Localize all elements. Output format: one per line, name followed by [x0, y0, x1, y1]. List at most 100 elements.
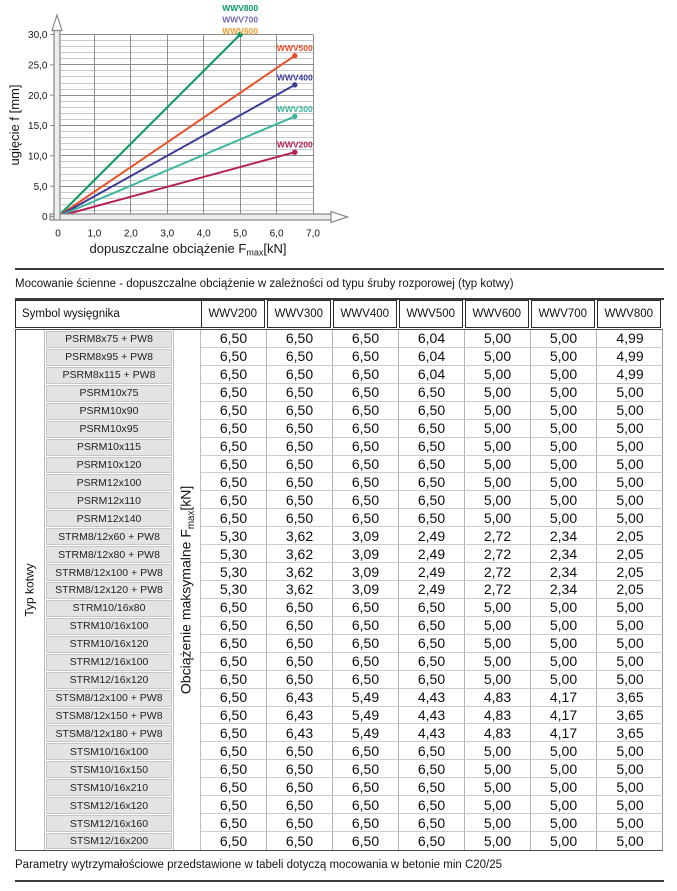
- row-label-STSM12/16x160: STSM12/16x160: [46, 815, 172, 833]
- value-cell: 5,00: [465, 491, 531, 510]
- value-cell: 5,00: [531, 796, 597, 815]
- value-cell: 5,00: [465, 509, 531, 528]
- value-cell: 2,34: [531, 527, 597, 546]
- value-cell: 6,50: [201, 652, 267, 671]
- value-cell: 5,00: [597, 653, 663, 671]
- value-cell: 2,05: [597, 545, 663, 564]
- value-cell: 6,50: [333, 491, 399, 510]
- table-header-WWV300: WWV300: [267, 300, 331, 328]
- value-cell: 5,00: [465, 330, 531, 348]
- value-cell: 5,00: [531, 365, 597, 384]
- series-line-WWV400: [57, 83, 296, 218]
- y-tick-label: 0: [42, 212, 48, 223]
- value-cell: 5,00: [597, 473, 663, 492]
- value-cell: 6,50: [399, 491, 465, 510]
- value-cell: 6,43: [267, 724, 333, 743]
- value-cell: 2,34: [531, 563, 597, 582]
- row-label-STRM8/12x120 + PW8: STRM8/12x120 + PW8: [46, 582, 172, 599]
- value-cell: 5,00: [597, 384, 663, 402]
- value-cell: 6,50: [399, 796, 465, 815]
- value-cell: 5,30: [201, 527, 267, 546]
- value-cell: 5,00: [531, 473, 597, 492]
- value-cell: 6,50: [399, 670, 465, 689]
- x-tick-label: 5,0: [233, 229, 247, 240]
- value-cell: 6,50: [399, 616, 465, 635]
- value-cell: 6,50: [267, 760, 333, 779]
- value-cell: 6,50: [267, 670, 333, 689]
- value-cell: 6,50: [333, 347, 399, 366]
- value-cell: 6,50: [267, 347, 333, 366]
- row-label-STRM12/16x120: STRM12/16x120: [46, 671, 172, 689]
- y-tick-label: 5,0: [34, 182, 48, 193]
- value-cell: 6,50: [267, 437, 333, 456]
- value-cell: 5,30: [201, 563, 267, 582]
- series-endpoint-WWV200: [292, 149, 298, 155]
- divider-mid: [15, 298, 664, 300]
- row-group-label-cell: Typ kotwy: [16, 330, 45, 850]
- x-tick-label: 4,0: [197, 229, 211, 240]
- series-endpoint-WWV800: [237, 31, 243, 38]
- row-label-STRM8/12x100 + PW8: STRM8/12x100 + PW8: [46, 564, 172, 582]
- x-axis-title-unit: [kN]: [263, 241, 286, 256]
- row-label-STRM8/12x80 + PW8: STRM8/12x80 + PW8: [46, 546, 172, 564]
- value-cell: 6,50: [333, 796, 399, 815]
- value-cell: 6,50: [267, 419, 333, 438]
- value-cell: 6,50: [201, 330, 267, 348]
- value-cell: 6,50: [201, 616, 267, 635]
- series-label-WWV300: WWV300: [277, 104, 313, 114]
- value-cell: 5,49: [333, 724, 399, 743]
- anchor-load-table: Typ kotwy Obciążenie maksymalne Fmax[kN] P…: [15, 329, 663, 851]
- value-cell: 3,62: [267, 563, 333, 582]
- value-cell: 3,65: [597, 724, 663, 743]
- value-cell: 6,50: [201, 742, 267, 761]
- value-cell: 6,50: [201, 670, 267, 689]
- deflection-chart: WWV500 WWV400 WWV300 WWV200 WWV800 WWV700 WWV6…: [0, 0, 677, 268]
- value-cell: 5,00: [597, 599, 663, 617]
- value-cell: 4,99: [597, 366, 663, 384]
- value-cell: 5,00: [465, 473, 531, 492]
- value-cell: 3,09: [333, 563, 399, 582]
- value-cell: 6,50: [201, 688, 267, 707]
- value-cell: 2,49: [399, 545, 465, 564]
- series-label-WWV400: WWV400: [277, 72, 313, 82]
- values-axis-label-cell: Obciążenie maksymalne Fmax[kN]: [173, 330, 201, 850]
- value-cell: 5,00: [531, 634, 597, 653]
- value-cell: 4,43: [399, 688, 465, 707]
- value-cell: 5,00: [531, 419, 597, 438]
- value-cell: 4,17: [531, 706, 597, 725]
- value-cell: 4,17: [531, 688, 597, 707]
- value-cell: 6,50: [399, 634, 465, 653]
- value-cell: 6,50: [267, 598, 333, 617]
- row-label-PSRM10x75: PSRM10x75: [46, 384, 172, 402]
- value-cell: 5,00: [597, 760, 663, 779]
- value-cell: 6,50: [201, 778, 267, 797]
- value-cell: 6,50: [201, 724, 267, 743]
- value-cell: 6,50: [333, 330, 399, 348]
- value-cell: 5,00: [597, 420, 663, 438]
- row-label-STSM8/12x150 + PW8: STSM8/12x150 + PW8: [46, 707, 172, 725]
- value-cell: 5,00: [465, 832, 531, 850]
- value-cell: 6,50: [333, 401, 399, 420]
- value-cell: 5,00: [531, 670, 597, 689]
- value-cell: 6,50: [267, 365, 333, 384]
- value-cell: 6,50: [333, 598, 399, 617]
- value-cell: 6,50: [399, 652, 465, 671]
- value-cell: 5,00: [531, 616, 597, 635]
- row-label-PSRM12x140: PSRM12x140: [46, 510, 172, 528]
- value-cell: 6,50: [201, 401, 267, 420]
- value-cell: 6,50: [267, 401, 333, 420]
- value-cell: 6,50: [399, 437, 465, 456]
- value-cell: 6,50: [267, 652, 333, 671]
- value-cell: 5,00: [465, 401, 531, 420]
- value-cell: 6,50: [267, 509, 333, 528]
- value-cell: 5,00: [616, 833, 644, 850]
- value-cell: 3,09: [333, 527, 399, 546]
- value-cell: 6,50: [267, 832, 333, 850]
- value-cell: 6,50: [201, 796, 267, 815]
- value-cell: 5,00: [465, 365, 531, 384]
- row-group-label: Typ kotwy: [23, 563, 38, 617]
- series-label-WWV200: WWV200: [277, 140, 313, 150]
- value-cell: 5,00: [465, 598, 531, 617]
- x-axis: [49, 213, 333, 221]
- value-cell: 5,00: [531, 509, 597, 528]
